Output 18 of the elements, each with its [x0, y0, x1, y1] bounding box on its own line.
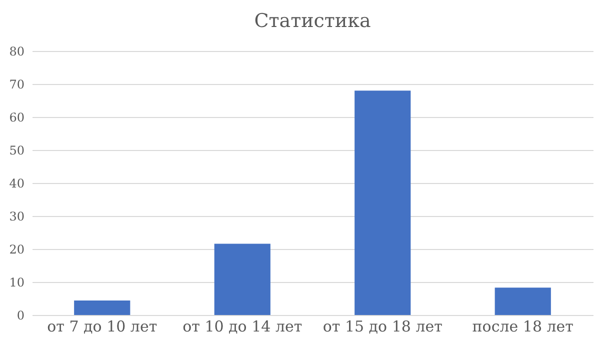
- bar: [214, 244, 270, 315]
- y-tick-label: 0: [16, 308, 24, 322]
- x-tick-label: от 10 до 14 лет: [182, 318, 302, 336]
- bar: [494, 288, 551, 315]
- y-tick-label: 70: [9, 78, 24, 92]
- y-tick-label: 50: [9, 144, 24, 158]
- bar: [354, 90, 411, 315]
- x-tick-label: после 18 лет: [472, 318, 574, 336]
- y-tick-label: 40: [9, 176, 24, 190]
- y-tick-label: 20: [9, 242, 24, 256]
- y-tick-label: 30: [9, 210, 24, 224]
- chart-title: Статистика: [254, 10, 371, 32]
- bar: [74, 300, 130, 315]
- y-tick-label: 60: [9, 110, 24, 124]
- y-tick-label: 10: [9, 276, 24, 290]
- y-tick-label: 80: [9, 44, 24, 58]
- x-tick-label: от 15 до 18 лет: [322, 318, 442, 336]
- x-tick-label: от 7 до 10 лет: [47, 318, 158, 336]
